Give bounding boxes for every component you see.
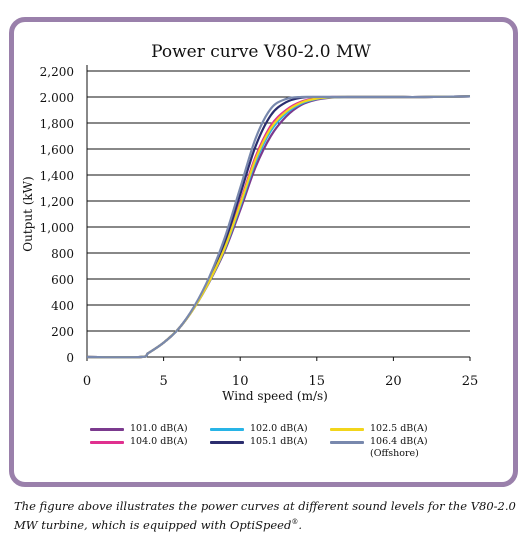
x-tick-label: 0	[83, 374, 91, 389]
y-tick-labels: 0 200 400 600 800 1,000 1,200 1,400 1,600 1,800 2.…	[40, 65, 74, 365]
y-tick-label: 800	[51, 247, 74, 261]
x-tick-label: 20	[385, 374, 402, 389]
y-tick-label: 600	[51, 273, 74, 287]
y-tick-label: 2,200	[40, 65, 74, 79]
chart-legend: 101.0 dB(A) 102.0 dB(A) 102.5 dB(A) 104.0 d…	[90, 423, 510, 468]
legend-item: 102.5 dB(A)	[330, 423, 428, 435]
grid-lines	[87, 70, 470, 358]
y-tick-label: 1,000	[40, 221, 74, 235]
y-tick-label: 200	[51, 325, 74, 339]
legend-swatch	[90, 441, 124, 444]
x-axis-label: Wind speed (m/s)	[222, 389, 328, 403]
legend-swatch	[210, 428, 244, 431]
registered-mark: ®	[291, 518, 299, 526]
legend-label: 102.5 dB(A)	[370, 423, 428, 434]
chart-frame	[9, 17, 518, 487]
legend-label: 101.0 dB(A)	[130, 423, 188, 434]
x-tick-labels: 0 5 10 15 20 25	[83, 374, 478, 389]
y-tick-label: 400	[51, 299, 74, 313]
x-tick-label: 10	[232, 374, 249, 389]
legend-label: 106.4 dB(A) (Offshore)	[370, 436, 428, 459]
y-tick-label: 1,600	[40, 143, 74, 157]
y-tick-label: 1,400	[40, 169, 74, 183]
series-line-6	[86, 95, 471, 359]
series-lines	[86, 95, 471, 359]
y-tick-label: 0	[66, 351, 74, 365]
y-tick-label: 1,200	[40, 195, 74, 209]
figure-caption: The figure above illustrates the power c…	[14, 498, 519, 533]
caption-end: .	[298, 517, 302, 532]
legend-swatch	[330, 441, 364, 444]
legend-item: 104.0 dB(A)	[90, 436, 188, 448]
caption-text: The figure above illustrates the power c…	[14, 499, 516, 532]
legend-label: 102.0 dB(A)	[250, 423, 308, 434]
x-tick-label: 5	[159, 374, 167, 389]
legend-label: 105.1 dB(A)	[250, 436, 308, 447]
legend-swatch	[210, 441, 244, 444]
legend-item: 105.1 dB(A)	[210, 436, 308, 448]
axes	[86, 65, 471, 361]
y-tick-label: 2.000	[40, 91, 74, 105]
legend-label: 104.0 dB(A)	[130, 436, 188, 447]
legend-swatch	[90, 428, 124, 431]
legend-item: 106.4 dB(A) (Offshore)	[330, 436, 428, 460]
y-axis-label: Output (kW)	[21, 176, 35, 251]
x-tick-label: 15	[309, 374, 326, 389]
legend-swatch	[330, 428, 364, 431]
x-tick-label: 25	[462, 374, 479, 389]
y-tick-label: 1,800	[40, 117, 74, 131]
chart-title: Power curve V80-2.0 MW	[151, 42, 371, 62]
legend-item: 101.0 dB(A)	[90, 423, 188, 435]
legend-item: 102.0 dB(A)	[210, 423, 308, 435]
